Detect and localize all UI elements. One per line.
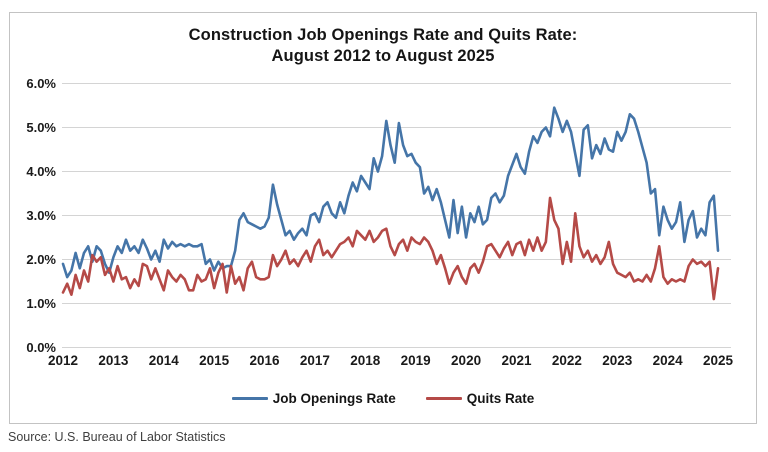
y-tick-1.0%: 1.0% xyxy=(26,296,56,311)
source-note: Source: U.S. Bureau of Labor Statistics xyxy=(8,430,226,444)
x-tick-2021: 2021 xyxy=(501,353,532,368)
gridlines xyxy=(62,83,731,348)
job-openings-rate-line xyxy=(61,106,720,279)
chart-title-line1: Construction Job Openings Rate and Quits… xyxy=(188,26,578,44)
y-tick-2.0%: 2.0% xyxy=(26,252,56,267)
x-tick-2017: 2017 xyxy=(300,353,330,368)
x-tick-2013: 2013 xyxy=(98,353,129,368)
x-tick-2024: 2024 xyxy=(653,353,684,368)
x-tick-2016: 2016 xyxy=(250,353,281,368)
legend: Job Openings Rate Quits Rate xyxy=(9,391,757,406)
quits-line-swatch xyxy=(425,396,462,401)
x-tick-2015: 2015 xyxy=(199,353,230,368)
job-openings-line-swatch xyxy=(231,396,268,401)
x-tick-2012: 2012 xyxy=(48,353,78,368)
chart-title: Construction Job Openings Rate and Quits… xyxy=(9,25,757,67)
x-tick-2018: 2018 xyxy=(350,353,381,368)
legend-label-job-openings: Job Openings Rate xyxy=(272,391,396,406)
x-axis-tick-labels: 2012 2013 2014 2015 2016 2017 2018 2019 2020 2021… xyxy=(48,353,734,368)
x-tick-2023: 2023 xyxy=(602,353,633,368)
y-axis-tick-labels: 0.0% 1.0% 2.0% 3.0% 4.0% 5.0% 6.0% xyxy=(26,76,56,355)
x-tick-2020: 2020 xyxy=(451,353,481,368)
x-tick-2014: 2014 xyxy=(149,353,180,368)
chart-title-line2: August 2012 to August 2025 xyxy=(271,47,495,65)
y-tick-5.0%: 5.0% xyxy=(26,120,56,135)
y-tick-4.0%: 4.0% xyxy=(26,164,56,179)
x-tick-2022: 2022 xyxy=(552,353,582,368)
legend-item-quits: Quits Rate xyxy=(425,391,535,406)
quits-rate-line xyxy=(61,196,720,301)
y-tick-3.0%: 3.0% xyxy=(26,208,56,223)
legend-item-job-openings: Job Openings Rate xyxy=(231,391,396,406)
x-tick-2025: 2025 xyxy=(703,353,734,368)
y-tick-0.0%: 0.0% xyxy=(26,340,56,355)
legend-label-quits: Quits Rate xyxy=(466,391,535,406)
y-tick-6.0%: 6.0% xyxy=(26,76,56,91)
chart-border xyxy=(9,12,757,424)
x-tick-2019: 2019 xyxy=(401,353,431,368)
